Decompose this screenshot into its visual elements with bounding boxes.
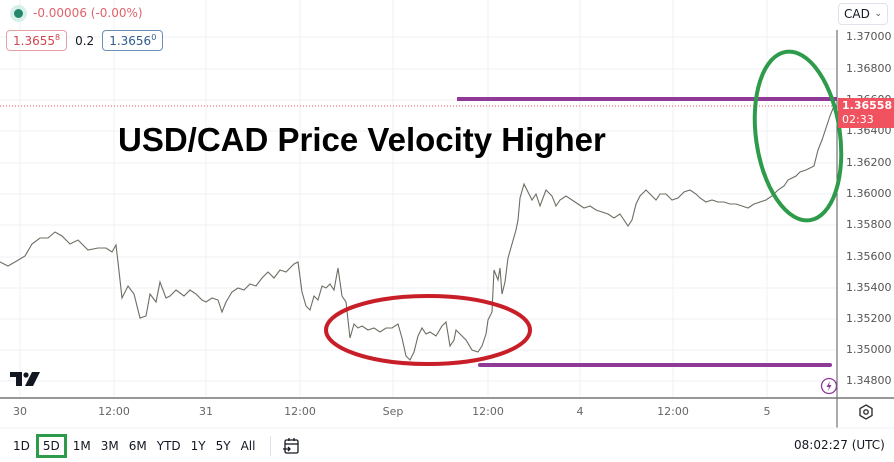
- consolidation-ellipse: [324, 294, 532, 366]
- horizontal-gridlines: [0, 36, 837, 382]
- timeframe-1y[interactable]: 1Y: [190, 439, 206, 453]
- market-status-dot: [14, 8, 23, 18]
- timeframe-5d[interactable]: 5D: [35, 434, 67, 458]
- currency-dropdown[interactable]: CAD ⌄: [838, 3, 888, 25]
- price-label: 1.35400: [846, 281, 892, 294]
- price-label: 1.34800: [846, 374, 892, 387]
- timeframe-ytd[interactable]: YTD: [156, 439, 181, 453]
- timeframe-6m[interactable]: 6M: [128, 439, 147, 453]
- buy-price: 1.3656: [109, 34, 152, 48]
- go-to-date-calendar-icon[interactable]: [281, 436, 301, 456]
- spread-value: 0.2: [75, 33, 95, 48]
- chart-annotation-title: USD/CAD Price Velocity Higher: [118, 121, 606, 158]
- timeframe-3m[interactable]: 3M: [100, 439, 119, 453]
- time-label: 12:00: [284, 405, 316, 418]
- timeframe-1d[interactable]: 1D: [13, 439, 30, 453]
- time-label: 30: [13, 405, 27, 418]
- time-label: 4: [576, 405, 584, 418]
- current-price-tag: 1.36558 02:33: [838, 98, 894, 128]
- price-label: 1.37000: [846, 30, 892, 43]
- sell-price-sup: 8: [55, 33, 61, 42]
- time-label: 31: [199, 405, 213, 418]
- lightning-icon[interactable]: [820, 377, 838, 395]
- tradingview-logo-icon[interactable]: [10, 372, 40, 386]
- price-change: -0.00006 (-0.00%): [33, 6, 143, 20]
- time-label: 5: [763, 405, 771, 418]
- time-label: 12:00: [472, 405, 504, 418]
- price-label: 1.36200: [846, 156, 892, 169]
- price-line: [0, 105, 835, 361]
- utc-clock[interactable]: 08:02:27 (UTC): [794, 438, 885, 452]
- breakout-ellipse: [752, 49, 844, 223]
- buy-price-sup: 0: [151, 33, 157, 42]
- current-price: 1.36558: [842, 99, 893, 112]
- sell-price: 1.3655: [13, 34, 55, 48]
- sell-button[interactable]: 1.36558: [6, 30, 68, 51]
- price-label: 1.35200: [846, 312, 892, 325]
- buy-button[interactable]: 1.36560: [102, 30, 164, 51]
- bar-countdown: 02:33: [842, 113, 874, 126]
- price-label: 1.35600: [846, 250, 892, 263]
- symbol-legend: -0.00006 (-0.00%): [14, 6, 143, 20]
- timeframe-toolbar: 1D 5D 1M 3M 6M YTD 1Y 5Y All: [8, 434, 301, 458]
- chevron-down-icon: ⌄: [874, 9, 882, 19]
- time-label: 12:00: [98, 405, 130, 418]
- toolbar-separator: [270, 436, 272, 456]
- trade-buttons: 1.36558 0.2 1.36560: [6, 30, 164, 51]
- settings-icon[interactable]: [857, 403, 875, 421]
- price-label: 1.36800: [846, 62, 892, 75]
- timeframe-1m[interactable]: 1M: [72, 439, 91, 453]
- time-label: 12:00: [657, 405, 689, 418]
- price-label: 1.36000: [846, 187, 892, 200]
- time-label: Sep: [382, 405, 404, 418]
- price-label: 1.35000: [846, 343, 892, 356]
- price-label: 1.35800: [846, 218, 892, 231]
- currency-label: CAD: [844, 7, 870, 21]
- timeframe-all[interactable]: All: [240, 439, 256, 453]
- timeframe-5y[interactable]: 5Y: [215, 439, 231, 453]
